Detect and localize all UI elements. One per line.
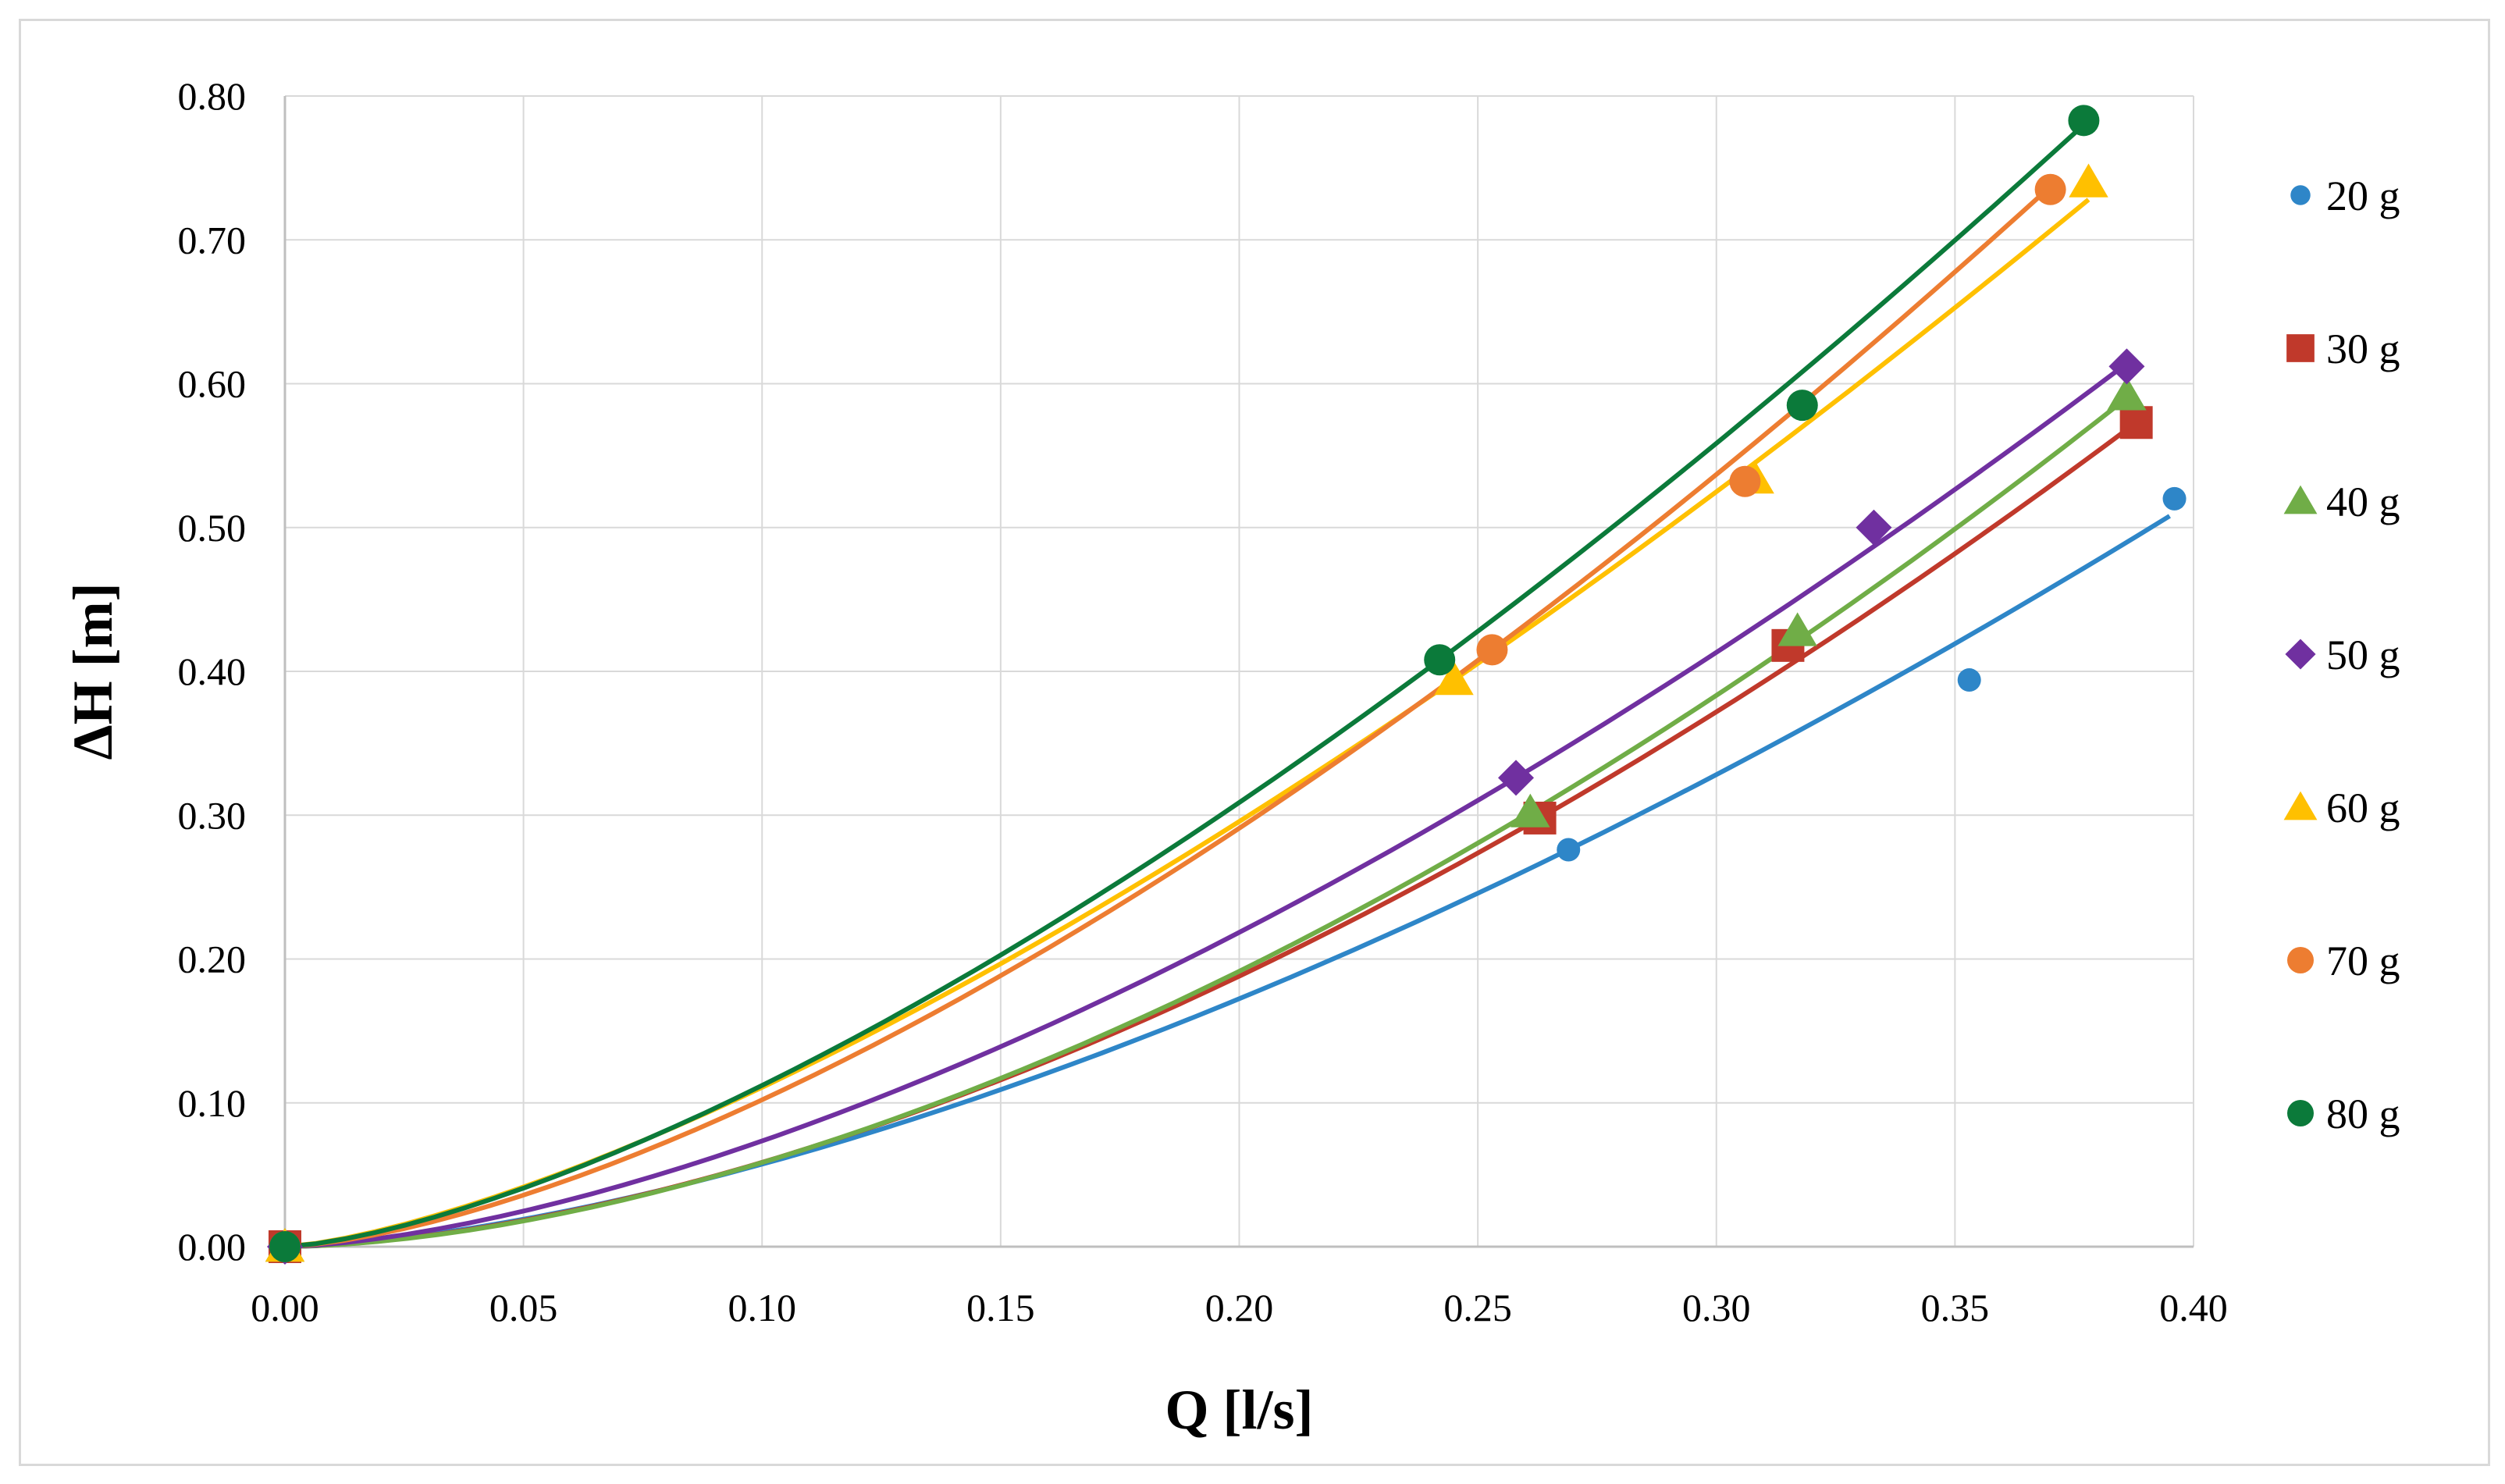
- data-point-70g: [2034, 173, 2066, 205]
- trendline-20g: [284, 514, 2171, 1249]
- legend-marker: [2283, 791, 2318, 820]
- y-tick-label: 0.70: [178, 218, 247, 262]
- data-point-40g: [1777, 612, 1817, 646]
- y-tick-label: 0.50: [178, 506, 247, 550]
- x-tick-label: 0.35: [1921, 1286, 1990, 1329]
- tick-labels: 0.00 0.05 0.10 0.15 0.20 0.25 0.30 0.35 0.40 0.00…: [178, 74, 2228, 1329]
- data-point-80g: [1786, 390, 1818, 422]
- data-point-60g: [1434, 661, 1474, 696]
- y-tick-label: 0.20: [178, 938, 247, 981]
- data-point-40g: [1510, 793, 1550, 827]
- trendline-50g: [284, 361, 2129, 1249]
- y-axis-title: ΔH [m]: [62, 582, 124, 760]
- trendlines: [284, 123, 2171, 1249]
- y-tick-label: 0.60: [178, 362, 247, 406]
- legend-marker: [2283, 485, 2318, 514]
- trendline-40g: [284, 396, 2129, 1249]
- legend-marker: [2285, 639, 2316, 670]
- y-tick-label: 0.80: [178, 74, 247, 118]
- legend-label: 70 g: [2326, 938, 2400, 984]
- axes: [283, 96, 2194, 1248]
- legend-label: 30 g: [2326, 326, 2400, 372]
- trendline-80g: [284, 123, 2086, 1249]
- y-tick-label: 0.00: [178, 1225, 247, 1269]
- x-axis-title: Q [l/s]: [1165, 1379, 1314, 1441]
- x-tick-label: 0.10: [728, 1286, 797, 1329]
- data-point-20g: [2162, 486, 2187, 511]
- data-point-40g: [2107, 376, 2147, 411]
- y-tick-label: 0.30: [178, 793, 247, 837]
- legend-label: 20 g: [2326, 173, 2400, 219]
- data-point-20g: [1557, 838, 1581, 862]
- x-tick-label: 0.20: [1205, 1286, 1274, 1329]
- legend-marker: [2290, 185, 2311, 205]
- trendline-30g: [284, 420, 2138, 1249]
- x-tick-label: 0.25: [1443, 1286, 1512, 1329]
- data-point-50g: [2108, 348, 2145, 385]
- x-tick-label: 0.40: [2159, 1286, 2228, 1329]
- legend: 20 g 30 g 40 g 50 g 60 g 70 g 80 g: [2283, 173, 2400, 1137]
- y-tick-label: 0.40: [178, 649, 247, 693]
- x-tick-label: 0.00: [251, 1286, 319, 1329]
- legend-marker: [2286, 334, 2315, 362]
- data-point-70g: [1476, 634, 1508, 666]
- legend-label: 60 g: [2326, 785, 2400, 831]
- trendline-70g: [284, 184, 2052, 1249]
- x-tick-label: 0.05: [489, 1286, 558, 1329]
- legend-label: 50 g: [2326, 632, 2400, 678]
- data-point-60g: [2069, 163, 2108, 198]
- data-point-20g: [1957, 668, 1981, 692]
- data-point-50g: [1856, 509, 1892, 546]
- data-point-50g: [1498, 760, 1535, 796]
- data-points: [265, 105, 2187, 1265]
- x-tick-label: 0.15: [966, 1286, 1035, 1329]
- legend-marker: [2287, 1100, 2314, 1126]
- data-point-80g: [269, 1231, 301, 1262]
- y-tick-label: 0.10: [178, 1081, 247, 1125]
- data-point-30g: [2119, 406, 2153, 440]
- data-point-80g: [1424, 644, 1456, 676]
- x-tick-label: 0.30: [1682, 1286, 1751, 1329]
- data-point-80g: [2068, 105, 2100, 137]
- legend-marker: [2287, 947, 2314, 973]
- legend-label: 40 g: [2326, 479, 2400, 525]
- legend-label: 80 g: [2326, 1091, 2400, 1137]
- chart-frame: [19, 19, 2490, 1466]
- data-point-70g: [1729, 465, 1761, 497]
